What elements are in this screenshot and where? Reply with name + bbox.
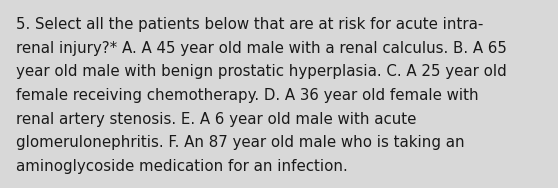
Text: female receiving chemotherapy. D. A 36 year old female with: female receiving chemotherapy. D. A 36 y… [16, 88, 478, 103]
Text: 5. Select all the patients below that are at risk for acute intra-: 5. Select all the patients below that ar… [16, 17, 483, 32]
Text: aminoglycoside medication for an infection.: aminoglycoside medication for an infecti… [16, 159, 348, 174]
Text: glomerulonephritis. F. An 87 year old male who is taking an: glomerulonephritis. F. An 87 year old ma… [16, 135, 464, 150]
Text: year old male with benign prostatic hyperplasia. C. A 25 year old: year old male with benign prostatic hype… [16, 64, 506, 79]
Text: renal injury?* A. A 45 year old male with a renal calculus. B. A 65: renal injury?* A. A 45 year old male wit… [16, 41, 507, 56]
Text: renal artery stenosis. E. A 6 year old male with acute: renal artery stenosis. E. A 6 year old m… [16, 112, 416, 127]
